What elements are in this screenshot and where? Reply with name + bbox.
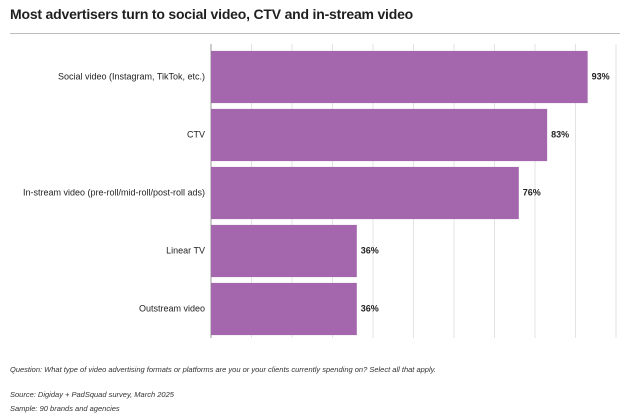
source-note: Source: Digiday + PadSquad survey, March…	[10, 390, 174, 399]
category-label: In-stream video (pre-roll/mid-roll/post-…	[23, 187, 205, 197]
title-divider	[10, 33, 620, 34]
value-label: 36%	[361, 245, 379, 255]
bar	[211, 108, 548, 162]
bar	[211, 282, 357, 336]
category-label: Linear TV	[166, 245, 205, 255]
bars	[211, 50, 588, 336]
value-label: 83%	[551, 129, 569, 139]
bar	[211, 50, 588, 104]
value-label: 36%	[361, 303, 379, 313]
value-labels: 93% 83% 76% 36% 36%	[361, 71, 610, 313]
chart-title: Most advertisers turn to social video, C…	[10, 6, 414, 22]
value-label: 76%	[523, 187, 541, 197]
category-label: Outstream video	[139, 303, 205, 313]
value-label: 93%	[592, 71, 610, 81]
category-label: Social video (Instagram, TikTok, etc.)	[58, 71, 205, 81]
category-label: CTV	[187, 129, 205, 139]
bar	[211, 224, 357, 278]
category-labels: Social video (Instagram, TikTok, etc.) CT…	[23, 71, 205, 313]
bar	[211, 166, 519, 220]
bar-chart: Social video (Instagram, TikTok, etc.) CT…	[23, 44, 617, 338]
survey-question-note: Question: What type of video advertising…	[10, 365, 436, 374]
sample-note: Sample: 90 brands and agencies	[10, 404, 120, 413]
